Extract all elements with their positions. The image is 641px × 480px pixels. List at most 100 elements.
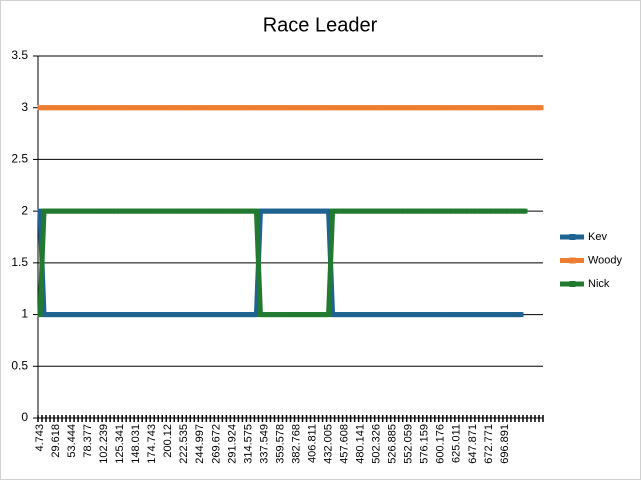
marker (161, 208, 167, 214)
marker (45, 105, 51, 111)
marker (285, 208, 291, 214)
marker (362, 208, 368, 214)
marker (450, 105, 456, 111)
marker (402, 105, 408, 111)
marker (374, 312, 380, 318)
marker (153, 105, 159, 111)
marker (233, 105, 239, 111)
marker (133, 312, 139, 318)
marker (302, 312, 308, 318)
x-tick-label: 552.059 (403, 424, 415, 464)
marker (510, 312, 516, 318)
marker (514, 105, 520, 111)
marker (506, 105, 512, 111)
x-tick-label: 78.377 (82, 424, 94, 458)
marker (185, 105, 191, 111)
marker (93, 105, 99, 111)
marker (422, 208, 428, 214)
marker (306, 208, 312, 214)
marker (498, 105, 504, 111)
marker (330, 312, 336, 318)
marker (358, 208, 364, 214)
marker (486, 208, 492, 214)
marker (530, 105, 536, 111)
marker (358, 312, 364, 318)
marker (81, 312, 87, 318)
marker (338, 105, 344, 111)
marker (149, 312, 155, 318)
marker (61, 312, 67, 318)
x-tick-label: 625.011 (451, 424, 463, 463)
marker (137, 312, 143, 318)
marker (442, 105, 448, 111)
marker (334, 105, 340, 111)
marker (185, 312, 191, 318)
marker (237, 312, 243, 318)
marker (245, 312, 251, 318)
marker (506, 208, 512, 214)
marker (161, 105, 167, 111)
marker (418, 312, 424, 318)
marker (121, 208, 127, 214)
marker (217, 208, 223, 214)
marker (394, 208, 400, 214)
marker (205, 105, 211, 111)
marker (318, 312, 324, 318)
marker (261, 312, 267, 318)
marker (422, 105, 428, 111)
marker (105, 312, 111, 318)
marker (490, 105, 496, 111)
marker (302, 208, 308, 214)
marker (253, 208, 259, 214)
marker (474, 208, 480, 214)
marker (249, 105, 255, 111)
marker (257, 208, 263, 214)
marker (49, 105, 55, 111)
marker (237, 208, 243, 214)
marker (334, 208, 340, 214)
marker (161, 312, 167, 318)
marker (197, 208, 203, 214)
marker (169, 312, 175, 318)
marker (474, 105, 480, 111)
marker (386, 208, 392, 214)
marker (229, 105, 235, 111)
marker (498, 208, 504, 214)
marker (77, 105, 83, 111)
x-tick-label: 337.549 (258, 424, 270, 464)
y-tick-label: 0.5 (11, 358, 28, 372)
marker (442, 208, 448, 214)
marker (394, 105, 400, 111)
marker (298, 105, 304, 111)
marker (458, 208, 464, 214)
marker (514, 208, 520, 214)
marker (105, 208, 111, 214)
marker (478, 208, 484, 214)
marker (49, 208, 55, 214)
marker (402, 208, 408, 214)
series-markers (37, 105, 544, 111)
marker (482, 312, 488, 318)
marker (229, 208, 235, 214)
marker (77, 208, 83, 214)
marker (165, 312, 171, 318)
marker (370, 312, 376, 318)
marker (53, 312, 59, 318)
marker (57, 105, 63, 111)
marker (438, 312, 444, 318)
marker (165, 208, 171, 214)
marker (398, 208, 404, 214)
marker (502, 208, 508, 214)
marker (97, 105, 103, 111)
marker (454, 208, 460, 214)
marker (213, 208, 219, 214)
marker (354, 312, 360, 318)
marker (326, 105, 332, 111)
marker (410, 208, 416, 214)
marker (217, 105, 223, 111)
marker (257, 312, 263, 318)
marker (350, 105, 356, 111)
marker (382, 105, 388, 111)
marker (406, 105, 412, 111)
marker (398, 312, 404, 318)
